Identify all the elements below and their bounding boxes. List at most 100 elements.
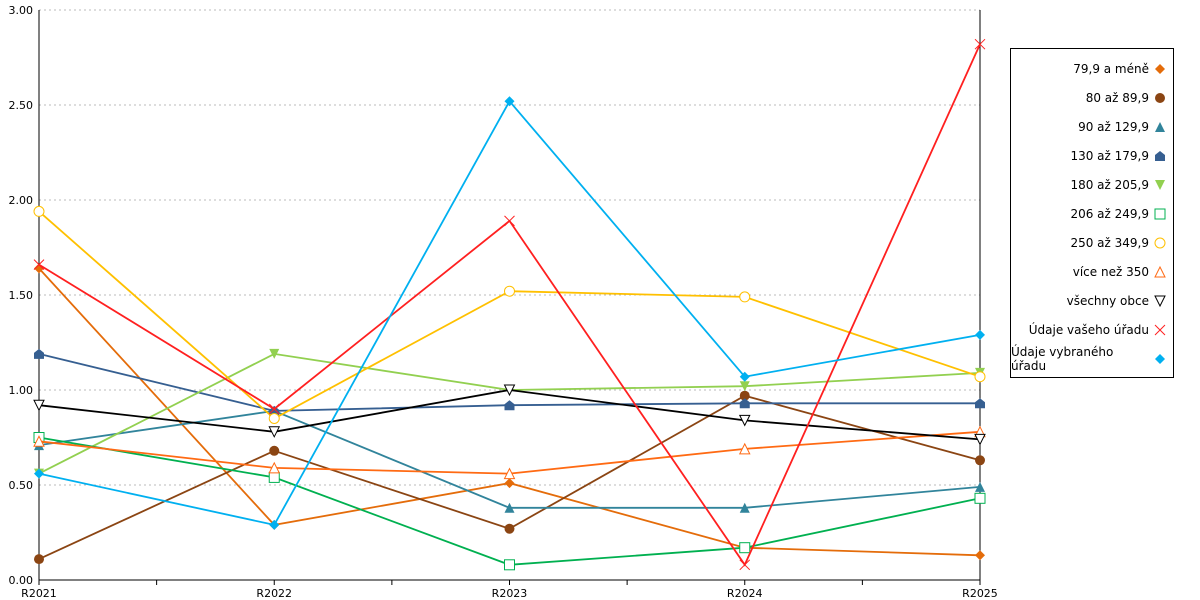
data-point [504,502,515,513]
legend-item: 79,9 a méně [1073,59,1167,79]
data-point [738,414,751,427]
y-tick-label: 0.50 [9,479,34,492]
series-10 [34,96,985,530]
data-point [269,445,280,456]
series-1 [34,390,985,565]
data-point [33,435,45,447]
legend-item: Údaje vašeho úřadu [1029,320,1167,340]
data-point [33,399,45,412]
legend-marker [1155,64,1165,74]
data-point [975,455,985,466]
data-point [34,554,44,565]
data-point [974,371,986,383]
series-line [38,352,981,475]
legend-marker-icon [1155,180,1165,190]
legend-marker [1155,151,1165,161]
legend-label: 180 až 205,9 [1070,178,1149,192]
data-point [739,291,751,303]
legend-marker [1155,122,1165,132]
series-5 [33,432,986,571]
data-point [268,461,281,474]
legend-label: 80 až 89,9 [1085,91,1149,105]
data-point [739,559,751,571]
legend-marker-icon [1155,122,1165,132]
data-point [504,559,515,571]
legend-label: 90 až 129,9 [1078,120,1149,134]
legend-marker-icon [1155,64,1165,74]
series-8 [33,384,986,446]
data-point [975,398,985,409]
data-point [504,96,515,107]
data-point [268,403,280,415]
data-point [504,478,515,489]
data-point [503,467,516,480]
data-point [504,215,515,227]
legend-marker [1154,295,1166,308]
legend-item: 206 až 249,9 [1070,204,1167,224]
x-tick-label: R2023 [492,587,528,600]
data-point [504,285,515,297]
legend-marker-icon [1154,324,1166,336]
legend-marker-icon [1155,354,1166,364]
legend-marker [1154,237,1166,249]
data-point [739,381,750,392]
legend-marker [1155,180,1165,190]
legend-marker-icon [1154,295,1166,308]
series-0 [34,263,985,561]
data-point [739,371,750,382]
legend-item: všechny obce [1067,291,1167,311]
x-tick-label: R2022 [256,587,292,600]
series-line [38,430,981,475]
legend-label: Údaje vašeho úřadu [1028,323,1149,337]
legend-marker-icon [1155,151,1165,161]
data-point [503,384,516,397]
legend-marker-icon [1154,208,1166,220]
y-tick-label: 1.00 [9,384,34,397]
legend-marker-icon [1155,93,1165,103]
legend-item: Údaje vybraného úřadu [1011,345,1167,373]
legend-label: 130 až 179,9 [1070,149,1149,163]
data-point [739,502,750,513]
legend-marker [1155,354,1166,364]
series-9 [33,38,986,571]
legend-marker-icon [1154,265,1166,278]
legend-marker [1154,208,1166,220]
series-line [38,389,981,441]
series-7 [33,425,986,480]
data-point [269,348,280,359]
legend-marker [1154,324,1166,336]
data-point [975,329,985,340]
legend-item: 180 až 205,9 [1070,175,1167,195]
x-tick-label: R2025 [962,587,998,600]
legend: 79,9 a méně 80 až 89,9 90 až 129,9 130 až 1… [1010,48,1174,378]
data-point [268,471,280,483]
x-tick-label: R2024 [727,587,763,600]
legend-marker [1155,93,1165,103]
data-point [739,390,750,401]
y-tick-label: 2.50 [9,99,34,112]
legend-label: 79,9 a méně [1073,62,1149,76]
y-tick-label: 1.50 [9,289,34,302]
y-tick-label: 3.00 [9,4,34,17]
legend-item: 80 až 89,9 [1086,88,1167,108]
data-point [34,348,44,359]
series-6 [33,205,986,424]
legend-label: 206 až 249,9 [1070,207,1149,221]
series-4 [34,348,985,479]
data-point [739,398,750,409]
legend-item: více než 350 [1073,262,1167,282]
legend-item: 90 až 129,9 [1078,117,1167,137]
legend-marker [1154,265,1166,278]
data-point [975,550,985,561]
legend-label: všechny obce [1066,294,1149,308]
data-point [269,519,280,530]
data-point [268,426,281,438]
data-point [739,542,751,554]
data-point [974,433,986,446]
data-point [33,205,45,217]
data-point [974,38,986,50]
data-point [504,523,515,534]
y-tick-label: 2.00 [9,194,34,207]
data-point [974,492,986,504]
